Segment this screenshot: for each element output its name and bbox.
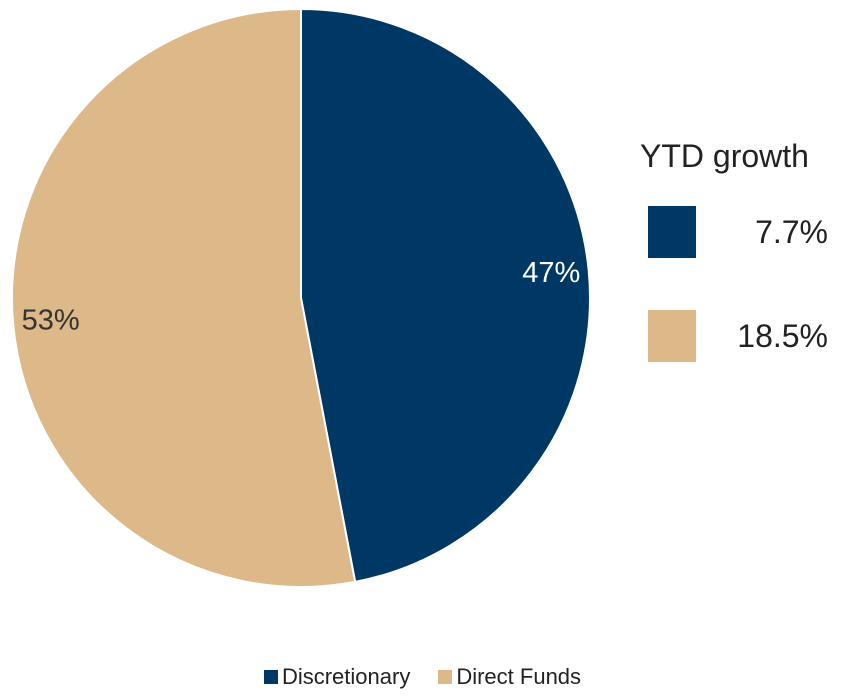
growth-row-discretionary: 7.7% xyxy=(648,206,828,258)
legend-item-discretionary: Discretionary xyxy=(263,664,411,690)
legend-label-discretionary: Discretionary xyxy=(281,664,411,689)
chart-legend: Discretionary Direct Funds xyxy=(0,664,845,690)
growth-value-direct-funds: 18.5% xyxy=(737,318,828,354)
pie-slice-discretionary xyxy=(300,7,591,584)
legend-swatch-discretionary xyxy=(263,670,278,684)
legend-label-direct-funds: Direct Funds xyxy=(456,664,582,689)
pie-label-direct-funds: 53% xyxy=(22,304,80,336)
growth-swatch-discretionary xyxy=(648,206,696,258)
ytd-growth-title: YTD growth xyxy=(640,138,809,174)
legend-swatch-direct-funds xyxy=(438,670,453,684)
growth-value-discretionary: 7.7% xyxy=(755,214,828,250)
growth-swatch-direct-funds xyxy=(648,310,696,362)
growth-row-direct-funds: 18.5% xyxy=(648,310,828,362)
pie-label-discretionary: 47% xyxy=(522,257,580,289)
legend-item-direct-funds: Direct Funds xyxy=(438,664,581,690)
pie-slice-direct-funds xyxy=(11,7,357,588)
